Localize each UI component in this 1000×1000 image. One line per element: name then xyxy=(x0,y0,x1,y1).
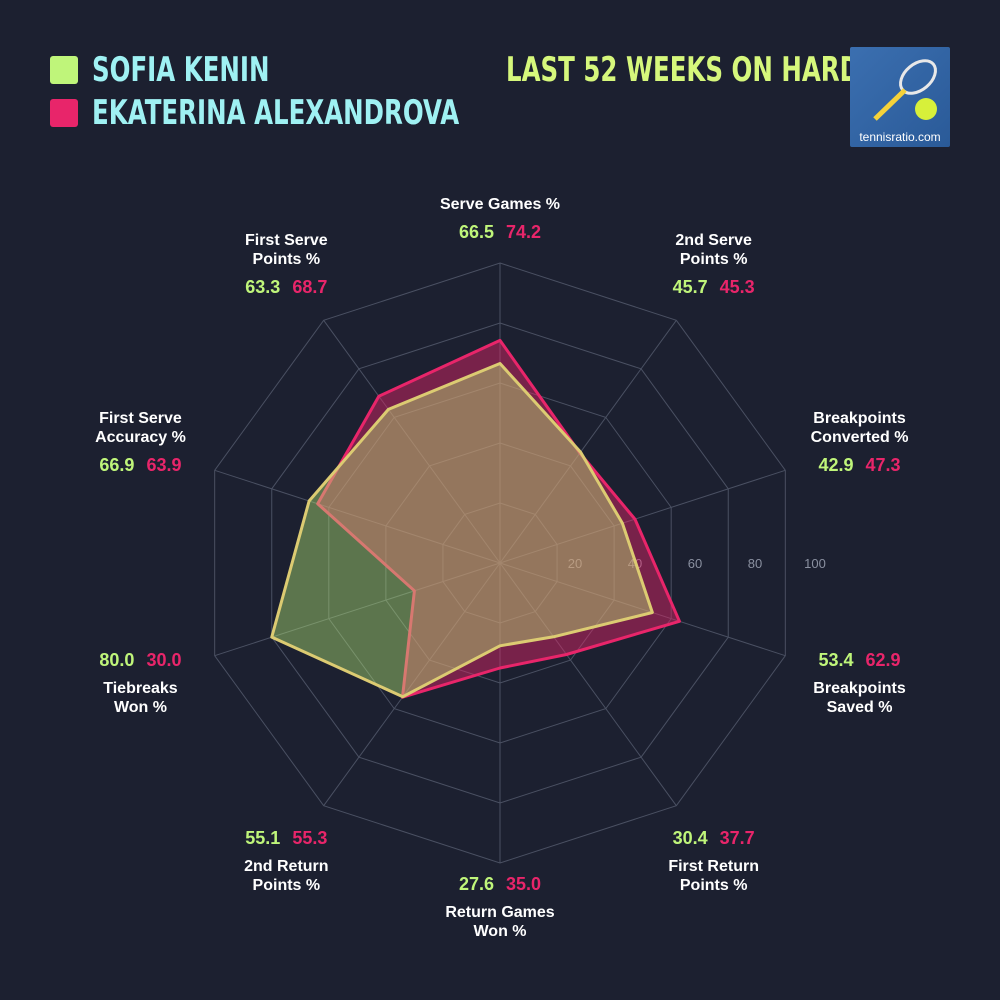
axis-label-group: First Serve Accuracy % 66.9 63.9 xyxy=(30,409,250,484)
axis-label-line: Points % xyxy=(679,876,748,894)
axis-label-group: 55.1 55.3 2nd Return Points % xyxy=(176,820,396,895)
value-label: 45.3 xyxy=(719,277,755,298)
axis-label-group: 2nd Serve Points % 45.7 45.3 xyxy=(604,231,824,306)
racket-handle xyxy=(873,88,907,121)
axis-label-line: Points % xyxy=(252,876,321,894)
value-label: 47.3 xyxy=(865,454,901,475)
value-label: 37.7 xyxy=(719,827,755,848)
value-labels: 66.9 63.9 xyxy=(30,455,250,476)
spoke xyxy=(499,562,786,657)
value-label: 30.0 xyxy=(146,650,182,671)
series-area xyxy=(270,362,654,699)
value-label: 63.3 xyxy=(245,277,281,298)
axis-label: First Return Points % xyxy=(604,857,824,895)
value-labels: 30.4 37.7 xyxy=(604,828,824,849)
spoke xyxy=(323,562,501,806)
value-labels: 45.7 45.3 xyxy=(604,277,824,298)
spoke xyxy=(499,320,677,564)
axis-label-group: 53.4 62.9 Breakpoints Saved % xyxy=(750,642,970,717)
value-label: 27.6 xyxy=(458,873,494,894)
axis-label-line: Won % xyxy=(113,699,167,717)
value-label: 80.0 xyxy=(99,650,135,671)
axis-label-line: First Serve xyxy=(244,232,328,250)
r-tick-label: 80 xyxy=(748,556,762,571)
spoke xyxy=(499,562,677,806)
axis-label-group: 27.6 35.0 Return Games Won % xyxy=(390,866,610,941)
axis-label: Tiebreaks Won % xyxy=(30,679,250,717)
spoke xyxy=(499,469,786,564)
axis-label-line: Points % xyxy=(679,251,748,269)
axis-label: Serve Games % xyxy=(390,195,610,214)
axis-label-line: Return Games xyxy=(445,903,555,921)
axis-label: First Serve Points % xyxy=(176,231,396,269)
logo-art xyxy=(873,59,937,121)
legend-swatch xyxy=(50,99,78,127)
axis-label-line: Serve Games % xyxy=(439,196,561,213)
axis-label-line: Saved % xyxy=(826,699,893,717)
legend-item: EKATERINA ALEXANDROVA xyxy=(50,93,602,133)
spoke xyxy=(323,320,501,564)
legend-label: SOFIA KENIN xyxy=(92,50,270,90)
value-labels: 27.6 35.0 xyxy=(390,874,610,895)
logo-text: tennisratio.com xyxy=(859,130,941,144)
chart-title: LAST 52 WEEKS ON HARD xyxy=(506,50,860,90)
value-label: 53.4 xyxy=(818,650,854,671)
value-labels: 80.0 30.0 xyxy=(30,650,250,671)
ball xyxy=(915,98,937,120)
axis-label: Breakpoints Saved % xyxy=(750,679,970,717)
axis-label-line: Points % xyxy=(252,251,321,269)
axis-label-line: Tiebreaks xyxy=(103,680,178,698)
value-label: 42.9 xyxy=(818,454,854,475)
value-label: 74.2 xyxy=(506,222,542,242)
axis-label-line: 2nd Return xyxy=(244,857,329,875)
value-labels: 66.5 74.2 xyxy=(390,222,610,243)
value-labels: 63.3 68.7 xyxy=(176,277,396,298)
axis-label-group: First Serve Points % 63.3 68.7 xyxy=(176,231,396,306)
value-labels: 53.4 62.9 xyxy=(750,650,970,671)
spoke xyxy=(214,469,501,564)
axis-label-line: 2nd Serve xyxy=(675,232,752,250)
axis-label-group: Breakpoints Converted % 42.9 47.3 xyxy=(750,409,970,484)
value-label: 66.5 xyxy=(458,222,494,242)
title-box: LAST 52 WEEKS ON HARD xyxy=(506,50,998,90)
value-label: 68.7 xyxy=(292,277,328,298)
axis-label-line: First Return xyxy=(668,857,759,875)
legend-label: EKATERINA ALEXANDROVA xyxy=(92,93,460,133)
axis-label: 2nd Serve Points % xyxy=(604,231,824,269)
r-tick-label: 60 xyxy=(688,556,702,571)
value-label: 30.4 xyxy=(672,827,708,848)
axis-label-line: Breakpoints xyxy=(813,680,906,698)
value-label: 55.1 xyxy=(245,827,281,848)
value-labels: 42.9 47.3 xyxy=(750,455,970,476)
value-label: 66.9 xyxy=(99,454,135,475)
value-labels: 55.1 55.3 xyxy=(176,828,396,849)
axis-label-group: Serve Games % 66.5 74.2 xyxy=(390,195,610,251)
axis-label: First Serve Accuracy % xyxy=(30,409,250,447)
axis-label: 2nd Return Points % xyxy=(176,857,396,895)
r-tick-label: 20 xyxy=(568,556,582,571)
logo: tennisratio.com xyxy=(850,47,950,147)
value-label: 62.9 xyxy=(865,650,901,671)
axis-label-line: Won % xyxy=(473,922,527,940)
value-label: 45.7 xyxy=(672,277,708,298)
value-label: 55.3 xyxy=(292,827,328,848)
spoke xyxy=(214,562,501,657)
value-label: 35.0 xyxy=(506,873,542,894)
axis-label-line: Accuracy % xyxy=(95,428,186,446)
axis-label: Breakpoints Converted % xyxy=(750,409,970,447)
value-label: 63.9 xyxy=(146,454,182,475)
legend-swatch xyxy=(50,56,78,84)
axis-label-line: Converted % xyxy=(810,428,909,446)
axis-label-line: Breakpoints xyxy=(813,409,906,427)
axis-label-group: 30.4 37.7 First Return Points % xyxy=(604,820,824,895)
legend-item: SOFIA KENIN xyxy=(50,50,339,90)
axis-label-line: First Serve xyxy=(99,409,182,427)
axis-label-group: 80.0 30.0 Tiebreaks Won % xyxy=(30,642,250,717)
axis-label: Return Games Won % xyxy=(390,903,610,941)
r-tick-label: 100 xyxy=(804,556,826,571)
